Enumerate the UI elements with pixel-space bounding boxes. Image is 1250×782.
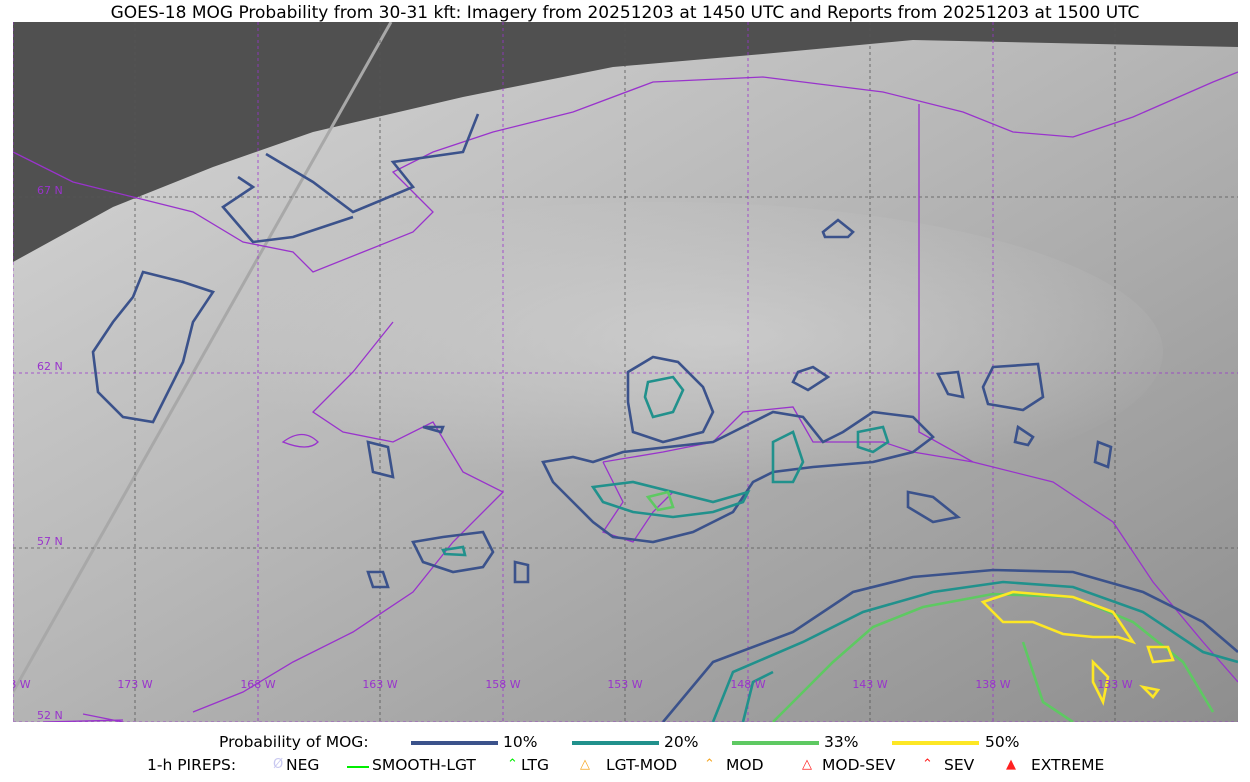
neg-icon: Ø (273, 757, 284, 772)
longitude-label: 178 W (13, 678, 31, 691)
lgt-mod-icon: △ (580, 757, 590, 772)
scan-line (13, 22, 393, 693)
map-title: GOES-18 MOG Probability from 30-31 kft: … (110, 3, 1140, 23)
no-data-region (13, 22, 1238, 262)
prob-50-label: 50% (985, 733, 1020, 751)
pirep-ltg-label: LTG (521, 756, 549, 774)
pirep-mod-label: MOD (726, 756, 764, 774)
longitude-label: 158 W (485, 678, 520, 691)
longitude-label: 133 W (1097, 678, 1132, 691)
prob-33-label: 33% (824, 733, 859, 751)
prob-20-swatch (572, 741, 659, 745)
sev-icon: ⌃ (922, 757, 933, 772)
prob-20-contours (590, 375, 1238, 722)
pirep-lgt-mod-label: LGT-MOD (606, 756, 678, 774)
extreme-icon: ▲ (1006, 757, 1016, 772)
prob-50-contours (980, 590, 1175, 706)
pireps-legend-label: 1-h PIREPS: (147, 756, 237, 774)
satellite-map: 178 W 173 W 168 W 163 W 158 W 153 W 148 W 143 W… (13, 22, 1238, 722)
latitude-label: 57 N (37, 535, 63, 548)
pirep-sev-label: SEV (944, 756, 975, 774)
longitude-label: 173 W (117, 678, 152, 691)
longitude-label: 153 W (607, 678, 642, 691)
prob-10-contours (91, 113, 1238, 722)
mod-sev-icon: △ (802, 757, 812, 772)
pirep-extreme-label: EXTREME (1031, 756, 1105, 774)
prob-20-label: 20% (664, 733, 699, 751)
prob-10-label: 10% (503, 733, 538, 751)
ltg-caret-icon: ⌃ (507, 757, 518, 772)
pirep-smooth-lgt-label: SMOOTH-LGT (372, 756, 476, 774)
pirep-mod-sev-label: MOD-SEV (822, 756, 896, 774)
mod-caret-icon: ⌃ (704, 757, 715, 772)
longitude-label: 143 W (852, 678, 887, 691)
probability-legend-label: Probability of MOG: (219, 733, 369, 751)
latitude-label: 67 N (37, 184, 63, 197)
prob-10-swatch (411, 741, 498, 745)
prob-33-swatch (732, 741, 819, 745)
longitude-label: 168 W (240, 678, 275, 691)
longitude-label: 163 W (362, 678, 397, 691)
latitude-label: 52 N (37, 709, 63, 722)
lat-lon-grid (13, 22, 1238, 722)
pirep-neg-label: NEG (286, 756, 320, 774)
prob-33-contours (441, 490, 1215, 722)
smooth-lgt-line-icon (347, 766, 369, 768)
prob-50-swatch (892, 741, 979, 745)
coastline (13, 71, 1238, 722)
latitude-label: 62 N (37, 360, 63, 373)
longitude-label: 138 W (975, 678, 1010, 691)
longitude-label: 148 W (730, 678, 765, 691)
grid-labels: 178 W 173 W 168 W 163 W 158 W 153 W 148 W 143 W… (13, 184, 1133, 722)
